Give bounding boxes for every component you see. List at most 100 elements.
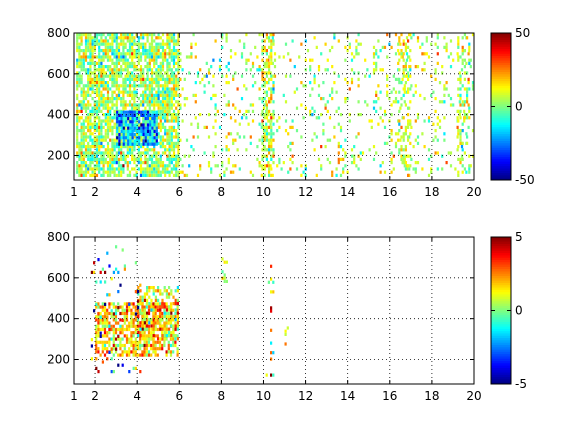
heatmap-cell (146, 139, 150, 143)
heatmap-cell (402, 161, 405, 165)
heatmap-cell (179, 170, 182, 174)
heatmap-cell (109, 55, 112, 59)
heatmap-cell (161, 55, 165, 59)
heatmap-cell (144, 77, 147, 81)
heatmap-cell (134, 318, 137, 322)
heatmap-cell (122, 87, 125, 91)
heatmap-cell (390, 113, 393, 117)
heatmap-cell (143, 308, 146, 312)
heatmap-cell (111, 103, 114, 107)
heatmap-cell (106, 113, 110, 117)
heatmap-cell (166, 36, 169, 40)
heatmap-cell (118, 142, 121, 146)
heatmap-cell (138, 133, 141, 137)
heatmap-cell (95, 161, 99, 165)
heatmap-cell (404, 81, 407, 85)
heatmap-cell (135, 74, 138, 78)
heatmap-cell (120, 129, 123, 133)
heatmap-cell (142, 36, 145, 40)
heatmap-cell (229, 132, 233, 136)
heatmap-cell (104, 148, 107, 152)
heatmap-cell (156, 353, 159, 357)
heatmap-cell (346, 97, 349, 101)
heatmap-cell (84, 125, 88, 129)
heatmap-cell (120, 71, 123, 75)
heatmap-cell (225, 81, 228, 85)
heatmap-cell (161, 100, 165, 104)
heatmap-cell (168, 295, 171, 299)
heatmap-cell (172, 324, 175, 328)
heatmap-cell (348, 42, 351, 46)
heatmap-cell (122, 97, 125, 101)
heatmap-cell (268, 148, 271, 152)
heatmap-cell (388, 97, 391, 101)
heatmap-cell (112, 370, 115, 374)
heatmap-cell (123, 315, 126, 319)
heatmap-cell (161, 74, 165, 78)
heatmap-cell (100, 157, 103, 161)
heatmap-cell (131, 103, 134, 107)
heatmap-cell (449, 97, 453, 101)
heatmap-cell (185, 97, 189, 101)
heatmap-cell (87, 116, 90, 120)
heatmap-cell (221, 36, 224, 40)
heatmap-cell (119, 347, 122, 351)
heatmap-cell (461, 103, 464, 107)
heatmap-cell (121, 318, 124, 322)
heatmap-cell (140, 113, 143, 117)
heatmap-cell (423, 97, 426, 101)
heatmap-cell (159, 337, 162, 341)
heatmap-cell (192, 135, 195, 139)
heatmap-cell (106, 74, 110, 78)
heatmap-cell (141, 334, 144, 338)
heatmap-cell (118, 113, 121, 117)
heatmap-cell (214, 39, 217, 43)
heatmap-cell (108, 264, 111, 268)
heatmap-cell (146, 133, 150, 137)
heatmap-cell (142, 45, 145, 49)
heatmap-cell (175, 154, 178, 158)
heatmap-cell (101, 343, 104, 348)
heatmap-cell (139, 138, 143, 142)
heatmap-cell (165, 315, 168, 319)
heatmap-cell (154, 318, 157, 322)
heatmap-cell (309, 58, 312, 62)
heatmap-cell (153, 117, 156, 121)
heatmap-cell (95, 164, 99, 168)
heatmap-cell (268, 65, 271, 69)
heatmap-cell (122, 142, 125, 146)
heatmap-cell (99, 321, 102, 325)
heatmap-cell (386, 141, 389, 145)
heatmap-cell (117, 343, 120, 348)
heatmap-cell (87, 33, 90, 37)
heatmap-cell (154, 340, 157, 344)
colorbar-step (491, 51, 511, 55)
heatmap-cell (89, 45, 92, 49)
heatmap-cell (221, 148, 224, 152)
heatmap-cell (139, 167, 143, 171)
heatmap-cell (368, 74, 371, 78)
heatmap-cell (333, 135, 336, 139)
heatmap-cell (87, 81, 90, 85)
heatmap-cell (159, 68, 162, 72)
heatmap-cell (397, 132, 400, 136)
heatmap-cell (120, 151, 123, 155)
heatmap-cell (456, 135, 459, 139)
heatmap-cell (404, 49, 407, 53)
heatmap-cell (150, 42, 154, 46)
heatmap-cell (166, 71, 169, 75)
heatmap-cell (270, 39, 273, 43)
heatmap-cell (317, 157, 321, 161)
heatmap-cell (149, 126, 152, 130)
heatmap-cell (272, 148, 275, 152)
heatmap-cell (394, 77, 398, 81)
heatmap-cell (227, 68, 230, 72)
heatmap-cell (131, 123, 134, 127)
heatmap-cell (364, 100, 367, 104)
heatmap-cell (98, 116, 101, 120)
heatmap-cell (236, 87, 239, 91)
heatmap-cell (104, 116, 107, 120)
heatmap-cell (348, 113, 351, 117)
heatmap-cell (174, 337, 177, 341)
heatmap-cell (270, 74, 273, 78)
